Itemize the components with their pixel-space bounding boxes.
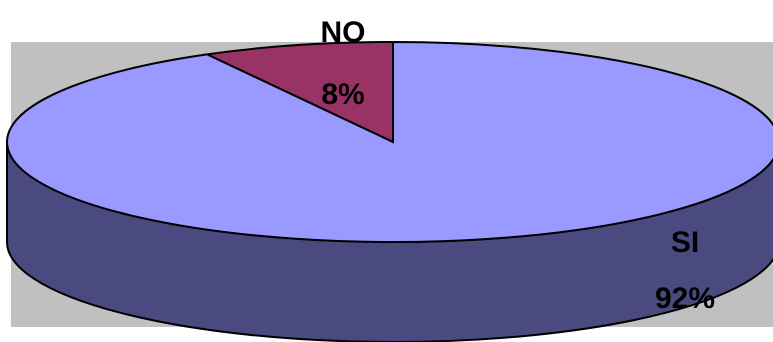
pie-tops [6, 40, 773, 243]
slice-label-no: NO [321, 16, 366, 49]
slice-percent-no: 8% [321, 78, 364, 111]
pie-slice-si [6, 40, 773, 243]
pie-labels: NO 8% SI 92% [321, 16, 716, 315]
slice-label-si: SI [671, 226, 699, 259]
pie-slice-no [203, 40, 394, 144]
slice-percent-si: 92% [655, 282, 715, 315]
